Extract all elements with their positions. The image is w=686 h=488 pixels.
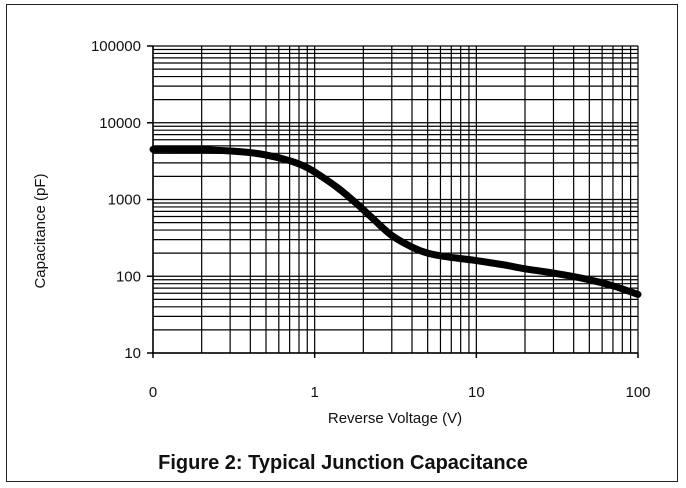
y-tick-label: 1000 xyxy=(108,192,141,209)
capacitance-chart: 0 1 10 100 10 100 1000 10000 100000 Reverse Vol… xyxy=(32,38,651,427)
y-tick-labels: 10 100 1000 10000 100000 xyxy=(91,38,153,362)
figure-frame xyxy=(6,4,678,482)
y-axis-title: Capacitance (pF) xyxy=(32,173,49,288)
x-tick-label: 100 xyxy=(625,384,650,401)
y-tick-label: 100000 xyxy=(91,38,141,55)
x-axis-title: Reverse Voltage (V) xyxy=(328,410,462,427)
x-tick-label: 10 xyxy=(468,384,485,401)
y-tick-label: 10000 xyxy=(99,115,141,132)
y-tick-label: 10 xyxy=(124,345,141,362)
x-tick-label: 1 xyxy=(310,384,318,401)
x-tick-label: 0 xyxy=(149,384,157,401)
figure-caption: Figure 2: Typical Junction Capacitance xyxy=(158,452,528,474)
grid-lines xyxy=(152,45,639,354)
capacitance-series-line xyxy=(149,145,642,298)
x-tick-labels: 0 1 10 100 xyxy=(149,353,651,401)
y-tick-label: 100 xyxy=(116,268,141,285)
